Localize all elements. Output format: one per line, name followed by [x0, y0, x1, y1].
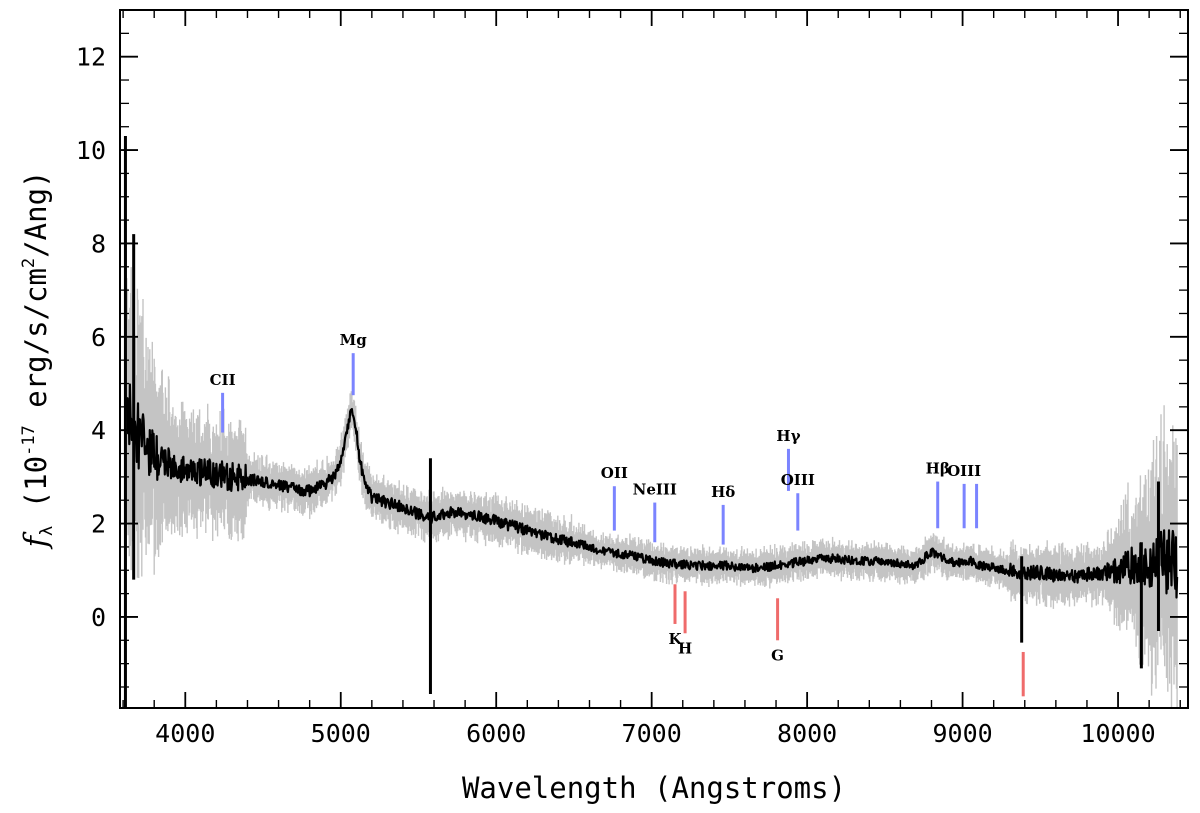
y-axis-title-main: (10	[19, 456, 53, 526]
absorption-line-label-1: H	[678, 639, 692, 657]
emission-line-label-4: Hδ	[711, 483, 735, 501]
emission-line-label-2: OII	[601, 464, 628, 482]
x-tick-label: 8000	[777, 719, 837, 748]
x-tick-label: 7000	[622, 719, 682, 748]
spectrum-layer	[123, 136, 1179, 707]
tick-labels: 4000 5000 6000 7000 8000 9000 10000 0 2 4 6 8 10 12	[76, 43, 1156, 748]
x-axis-title: Wavelength (Angstroms)	[462, 771, 846, 805]
x-tick-label: 10000	[1080, 719, 1155, 748]
y-axis-title-exp2: 2	[19, 258, 39, 268]
absorption-line-label-0: K	[668, 630, 682, 648]
emission-line-label-7: Hβ	[926, 460, 950, 478]
spectrum-line	[125, 383, 1179, 599]
x-tick-label: 4000	[155, 719, 215, 748]
y-axis-title-end: /Ang)	[19, 171, 53, 258]
y-tick-label: 8	[91, 229, 106, 258]
y-tick-label: 10	[76, 136, 106, 165]
y-axis-title-sub: λ	[37, 526, 57, 536]
emission-line-label-8: OIII	[947, 462, 981, 480]
axis-ticks	[120, 9, 1188, 708]
y-tick-label: 2	[91, 510, 106, 539]
y-axis-title: fλ (10-17 erg/s/cm2/Ang)	[18, 171, 57, 550]
emission-line-label-3: NeIII	[633, 481, 677, 499]
y-tick-label: 4	[91, 416, 106, 445]
y-tick-label: 0	[91, 603, 106, 632]
absorption-line-label-2: G	[771, 646, 784, 664]
emission-line-label-0: CII	[210, 371, 236, 389]
y-axis-title-exp: -17	[19, 425, 39, 456]
emission-line-label-5: Hγ	[776, 427, 800, 445]
x-tick-label: 9000	[932, 719, 992, 748]
x-tick-label: 6000	[466, 719, 526, 748]
emission-line-label-1: Mg	[340, 331, 368, 349]
plot-frame	[119, 9, 1189, 709]
x-tick-label: 5000	[311, 719, 371, 748]
y-axis-title-mid: erg/s/cm	[19, 268, 53, 425]
emission-line-label-6: OIII	[781, 471, 815, 489]
y-tick-label: 6	[91, 323, 106, 352]
y-tick-label: 12	[76, 43, 106, 72]
